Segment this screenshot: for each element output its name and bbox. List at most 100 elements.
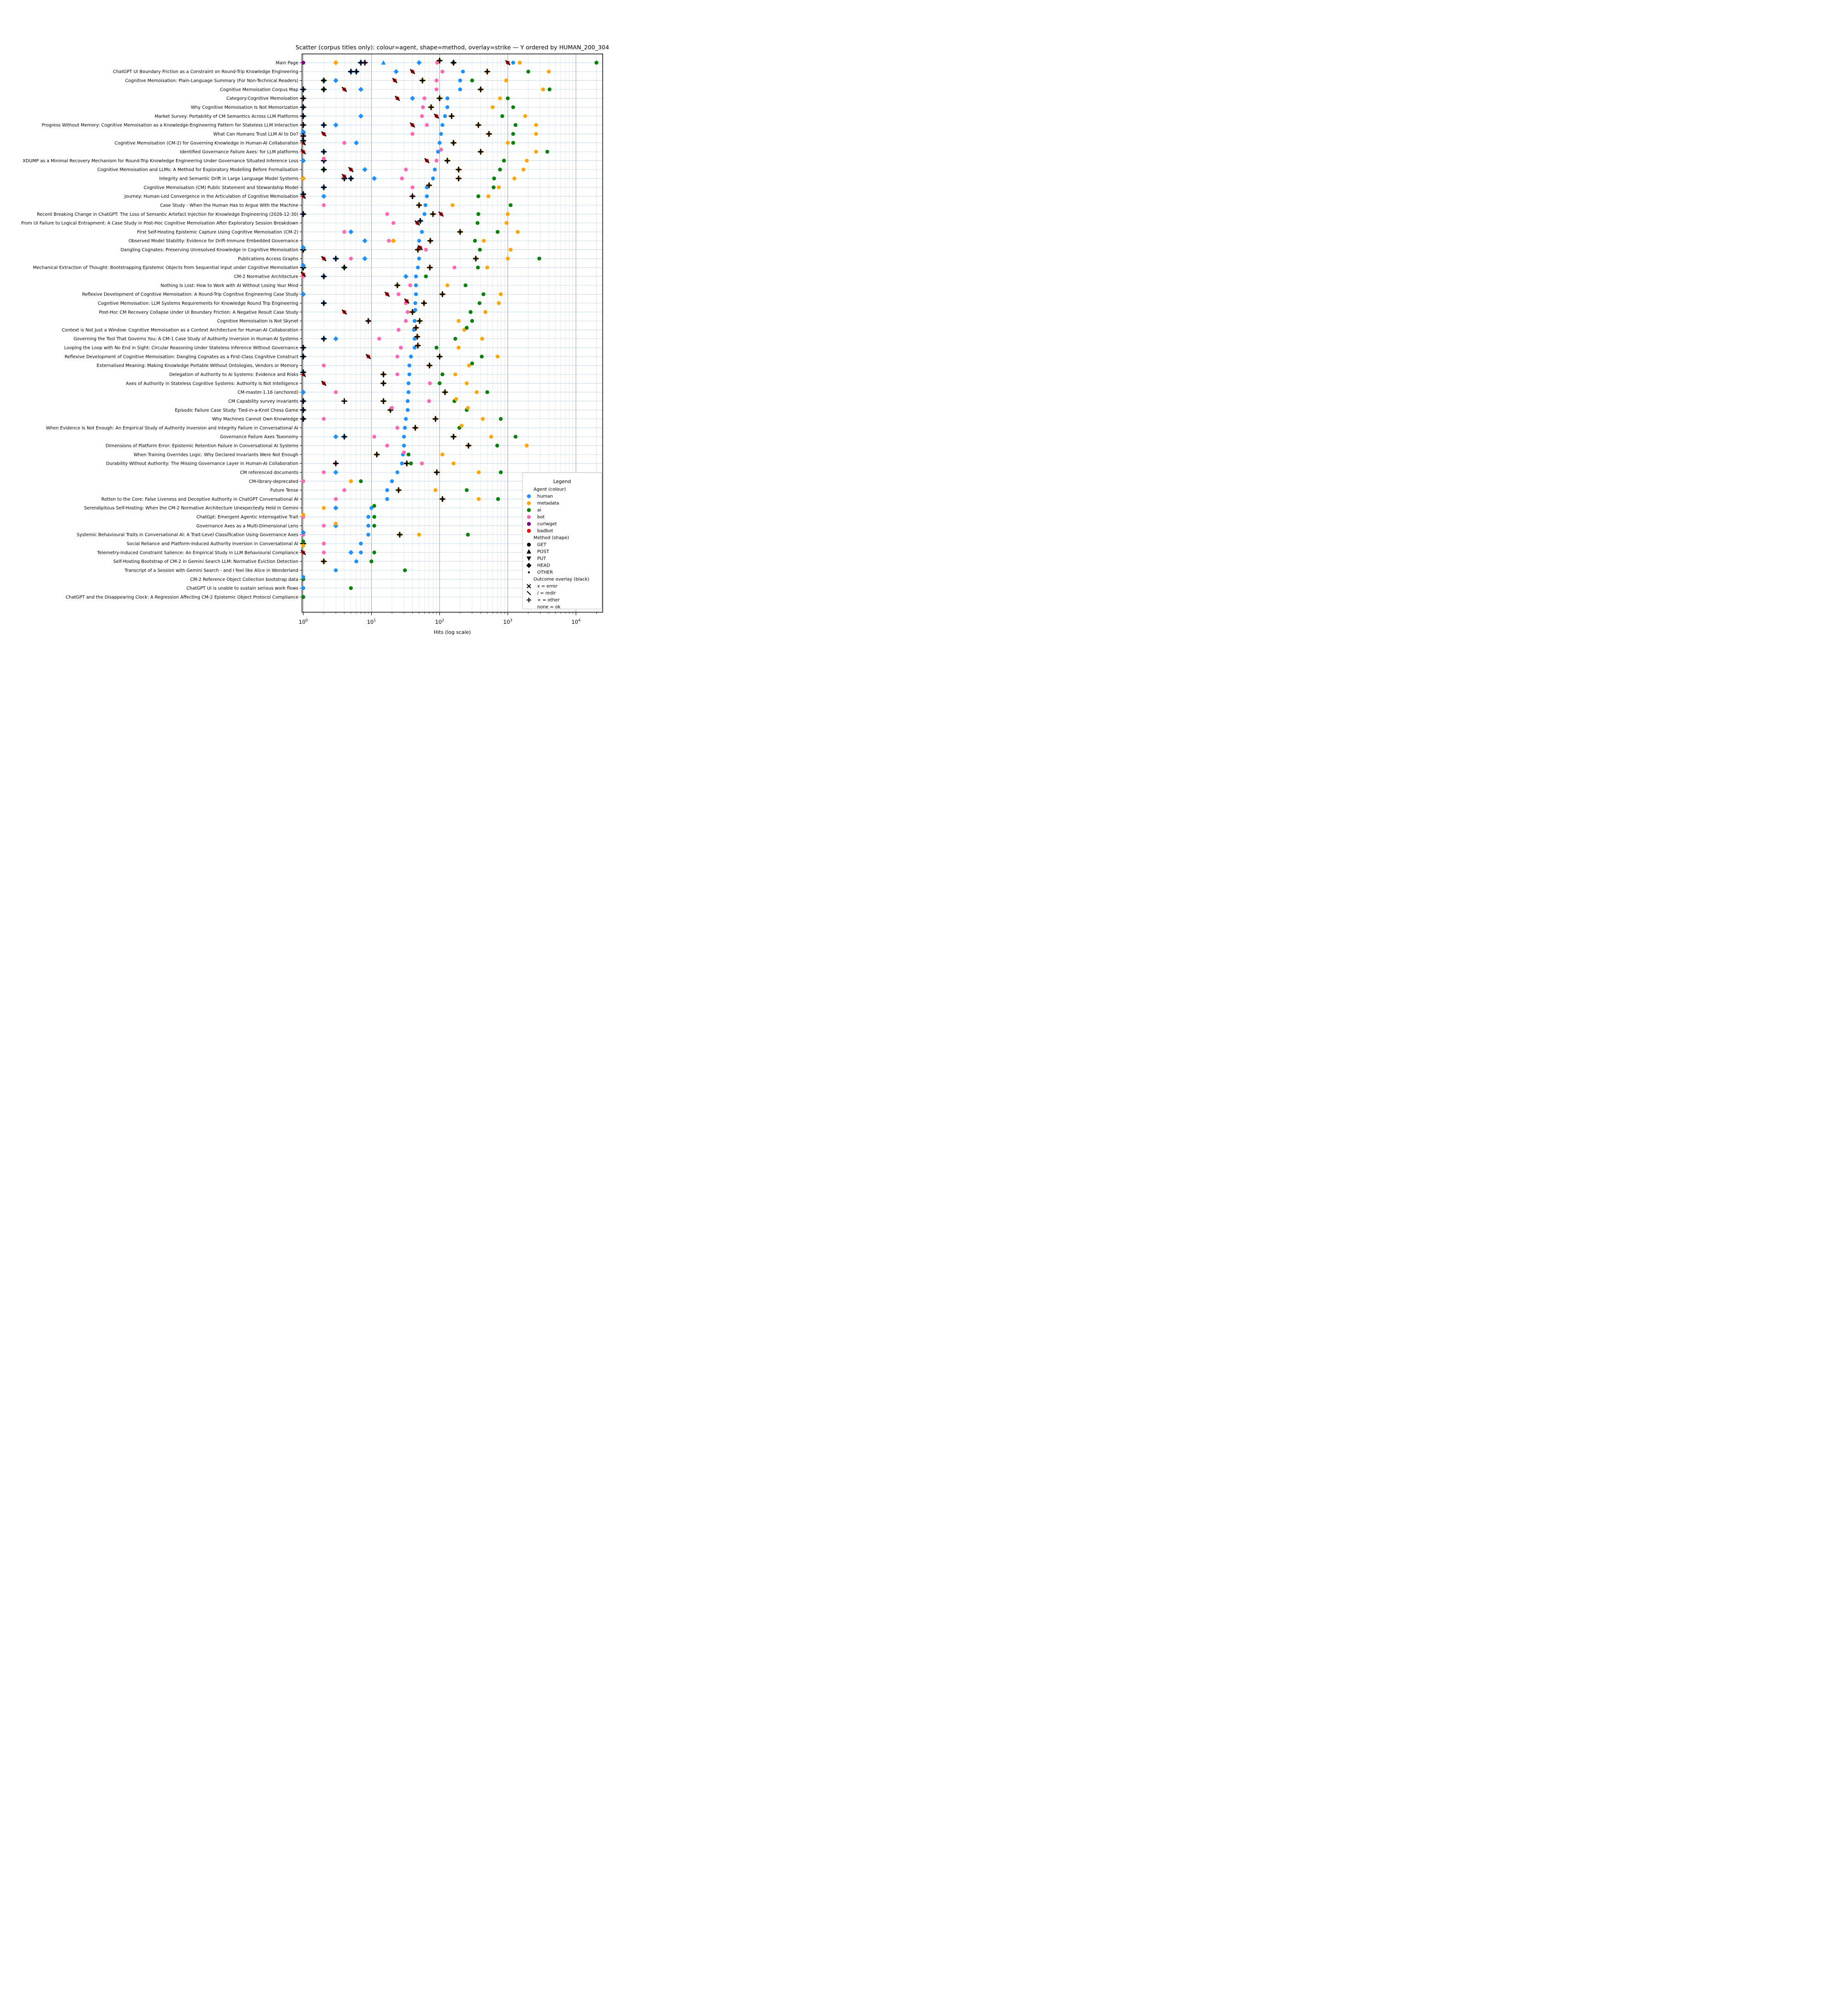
data-point-get	[438, 381, 442, 385]
data-point-get	[399, 345, 403, 350]
data-point-get	[525, 443, 529, 448]
data-point-get	[409, 461, 413, 466]
data-point-get	[456, 319, 461, 323]
data-point-get	[453, 337, 457, 341]
data-point-get	[498, 417, 503, 421]
data-point-get	[410, 132, 415, 136]
overlay-redir	[404, 298, 410, 304]
data-point-head	[301, 158, 306, 164]
data-point-get	[464, 488, 469, 492]
overlay-redir	[321, 131, 327, 137]
data-point-get	[385, 488, 389, 492]
data-point-get	[372, 435, 376, 439]
overlay-redir	[414, 220, 420, 226]
data-point-get	[405, 408, 410, 412]
legend-method-label: HEAD	[537, 563, 550, 568]
row-label: Journey: Human-Led Convergence in the Ar…	[124, 194, 298, 199]
scatter-chart-page: 100 101 102 103 104 Main Page ChatGPT UI Bound…	[0, 0, 609, 672]
row-label: CM-2 Reference Object Collection bootstr…	[190, 577, 298, 582]
row-label: Dimensions of Platform Error: Epistemic …	[106, 443, 298, 449]
data-point-get	[391, 221, 396, 225]
data-point-get	[476, 194, 480, 198]
row-label: Transcript of a Session with Gemini Sear…	[124, 568, 298, 573]
data-point-get	[445, 283, 450, 288]
row-label: Integrity and Semantic Drift in Large La…	[159, 177, 298, 182]
data-point-get	[480, 355, 484, 359]
data-point-get	[505, 96, 510, 101]
data-point-get	[349, 586, 353, 590]
legend-box	[522, 472, 602, 609]
legend-agent-label: ai	[537, 508, 541, 513]
data-point-get	[404, 417, 408, 421]
data-point-get	[505, 141, 510, 145]
data-point-get	[485, 390, 489, 394]
data-point-get	[301, 513, 305, 517]
data-point-get	[434, 345, 439, 350]
data-point-get	[390, 479, 394, 484]
data-point-get	[425, 194, 429, 198]
row-label: Cognitive Memoisation (CM-2) for Governi…	[114, 141, 298, 146]
legend-agent-swatch	[527, 508, 531, 512]
data-point-get	[395, 426, 399, 430]
data-point-get	[438, 141, 442, 145]
data-point-get	[420, 230, 424, 234]
data-point-get	[334, 568, 338, 573]
data-point-head	[358, 87, 364, 92]
overlay-redir	[409, 122, 415, 128]
row-label: Recent Breaking Change in ChatGPT: The L…	[37, 212, 298, 217]
legend-agent-label: human	[537, 494, 553, 499]
data-point-get	[414, 292, 418, 296]
row-label: ChatGPT and the Disappearing Clock: A Re…	[65, 595, 298, 600]
row-label: Dangling Cognates: Preserving Unresolved…	[120, 248, 298, 253]
data-point-get	[349, 479, 353, 484]
data-point-get	[482, 239, 486, 243]
data-point-get	[301, 544, 305, 548]
row-label: Delegation of Authority to AI Systems: E…	[169, 372, 298, 377]
data-point-get	[440, 452, 445, 457]
data-point-get	[322, 417, 326, 421]
data-point-head	[416, 60, 422, 65]
data-point-get	[476, 212, 480, 216]
row-label: ChatGpt: Emergent Agentic Interrogative …	[196, 515, 298, 520]
data-point-get	[410, 185, 415, 189]
data-point-get	[407, 363, 411, 367]
data-point-get	[385, 212, 389, 216]
legend-overlay-label: + = other	[537, 598, 560, 603]
data-point-head	[333, 469, 338, 475]
data-point-get	[322, 363, 326, 367]
data-point-get	[516, 230, 520, 234]
row-label: First Self-Hosting Epistemic Capture Usi…	[137, 230, 298, 235]
row-label: Market Survey: Portability of CM Semanti…	[154, 114, 298, 119]
data-point-get	[428, 381, 432, 385]
data-point-get	[498, 167, 502, 171]
data-point-get	[537, 256, 541, 261]
data-point-get	[369, 559, 374, 563]
data-point-get	[477, 470, 481, 474]
row-label: CM referenced documents	[240, 470, 298, 475]
data-point-get	[322, 524, 326, 528]
data-point-get	[433, 488, 438, 492]
data-point-head	[362, 256, 368, 261]
data-point-get	[546, 70, 551, 74]
x-axis-label: Hits (log scale)	[434, 629, 471, 635]
data-point-get	[404, 167, 408, 171]
row-label: When Training Overrides Logic: Why Decla…	[134, 452, 298, 457]
data-point-get	[349, 256, 353, 261]
data-point-get	[498, 96, 502, 101]
data-point-get	[497, 185, 501, 189]
data-point-get	[420, 461, 424, 466]
legend-agent-swatch	[527, 522, 531, 526]
row-label: Rotten to the Core: False Liveness and D…	[101, 497, 298, 502]
overlay-redir	[341, 309, 347, 315]
legend-method-label: OTHER	[537, 570, 553, 575]
data-point-get	[334, 521, 338, 526]
overlay-redir	[424, 158, 430, 164]
data-point-get	[342, 141, 346, 145]
x-tick-label: 100	[299, 618, 308, 625]
data-point-get	[511, 132, 516, 136]
plot-border	[302, 53, 603, 613]
data-point-get	[491, 105, 495, 109]
data-point-get	[498, 292, 503, 296]
data-point-get	[366, 514, 370, 519]
row-label: Cognitive Memoisation: Plain-Language Su…	[125, 78, 298, 83]
